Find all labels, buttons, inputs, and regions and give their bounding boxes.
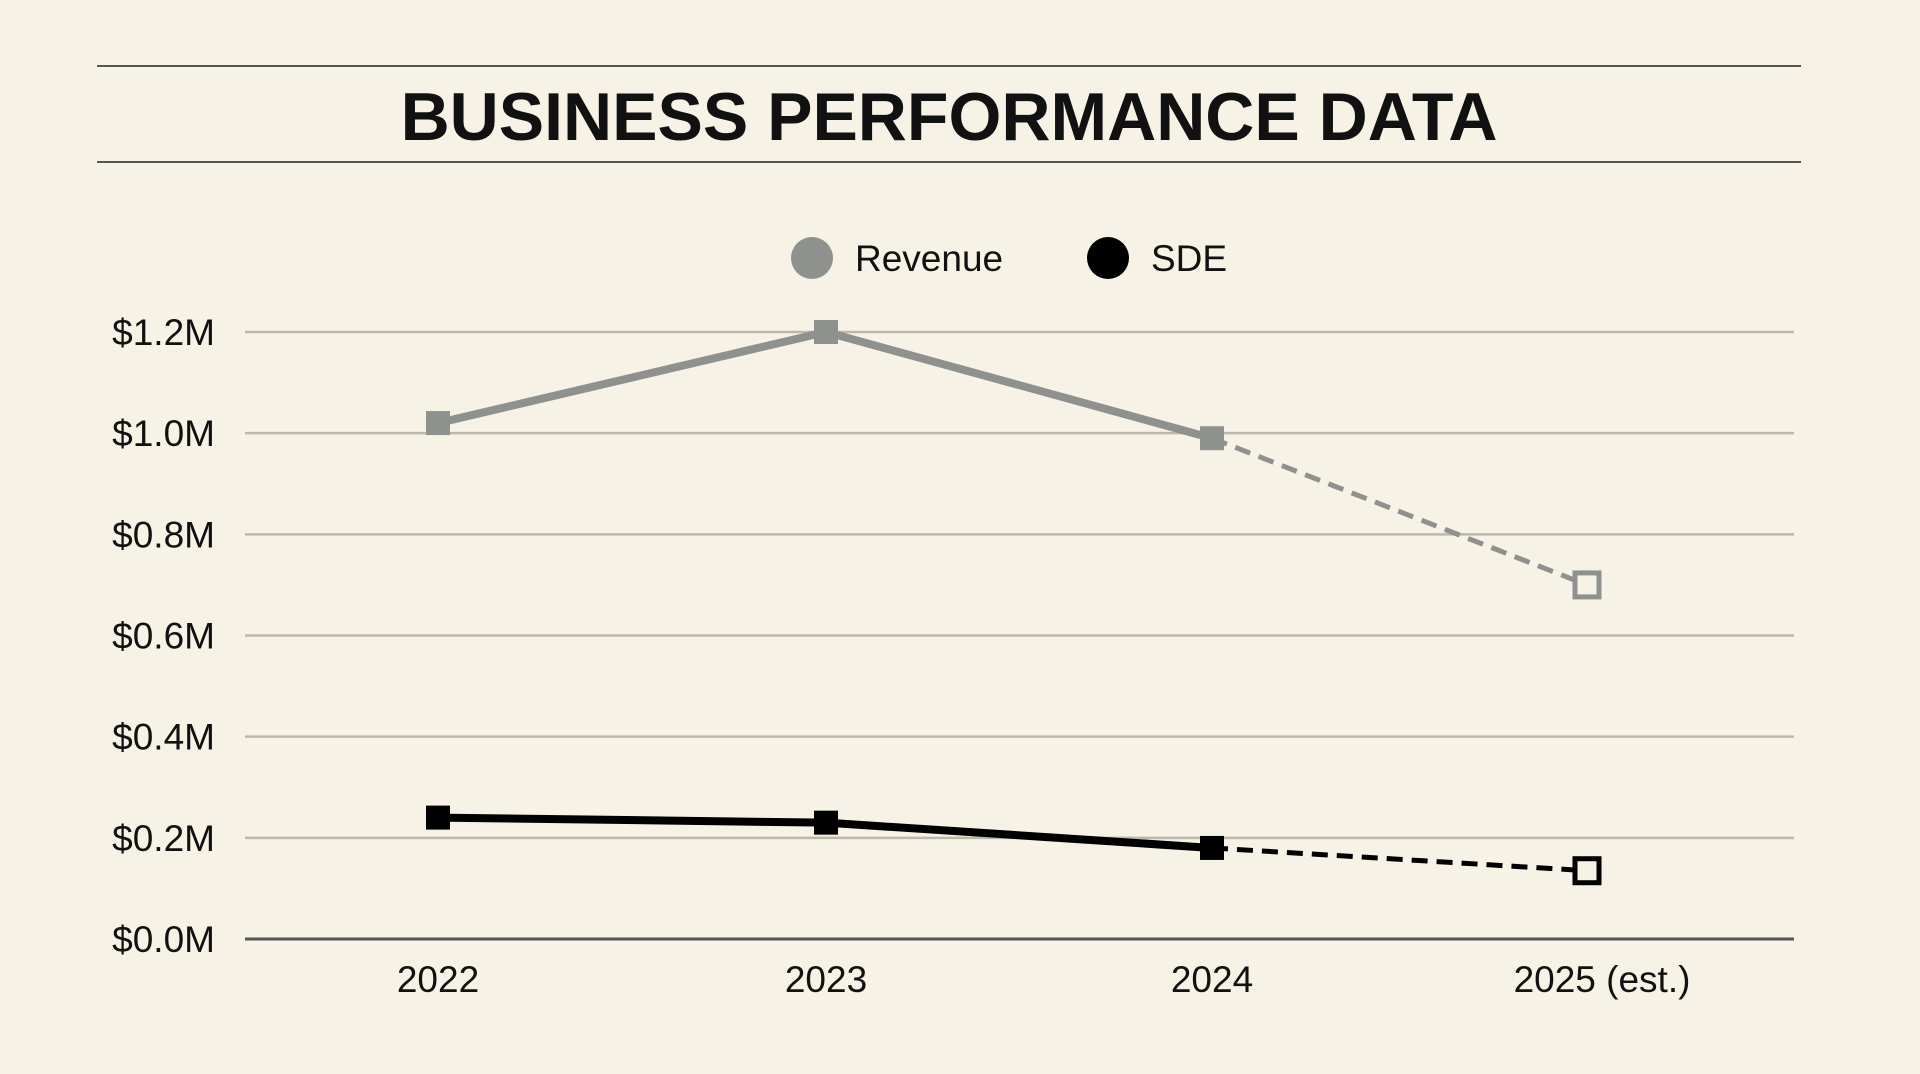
y-tick-label: $1.0M bbox=[112, 413, 215, 454]
series-layer bbox=[426, 320, 1602, 886]
x-axis: 2022 2023 2024 2025 (est.) bbox=[397, 959, 1691, 1000]
data-point bbox=[814, 320, 838, 344]
y-tick-label: $1.2M bbox=[112, 312, 215, 353]
y-tick-label: $0.6M bbox=[112, 616, 215, 657]
x-tick-label: 2022 bbox=[397, 959, 479, 1000]
data-point bbox=[426, 411, 450, 436]
y-tick-label: $0.0M bbox=[112, 919, 215, 960]
y-axis: $0.0M $0.2M $0.4M $0.6M $0.8M $1.0M $1.2M bbox=[112, 312, 215, 960]
chart-title: BUSINESS PERFORMANCE DATA bbox=[401, 79, 1498, 155]
y-tick-label: $0.4M bbox=[112, 717, 215, 758]
y-tick-label: $0.2M bbox=[112, 818, 215, 859]
legend-label-revenue: Revenue bbox=[855, 238, 1003, 279]
y-tick-label: $0.8M bbox=[112, 514, 215, 555]
grid bbox=[245, 330, 1794, 941]
series-line-revenue bbox=[437, 328, 1214, 443]
series-line-estimate-revenue bbox=[1211, 435, 1588, 588]
data-point-estimate bbox=[1572, 856, 1602, 886]
legend-label-sde: SDE bbox=[1151, 238, 1227, 279]
x-tick-label: 2025 (est.) bbox=[1514, 959, 1691, 1000]
data-point bbox=[1200, 426, 1224, 451]
data-point bbox=[814, 810, 838, 835]
legend-marker-revenue bbox=[791, 237, 833, 279]
legend: Revenue SDE bbox=[791, 237, 1227, 279]
x-tick-label: 2023 bbox=[785, 959, 867, 1000]
legend-marker-sde bbox=[1087, 237, 1129, 279]
data-point-estimate bbox=[1572, 570, 1602, 600]
x-tick-label: 2024 bbox=[1171, 959, 1253, 1000]
data-point bbox=[1200, 835, 1224, 860]
series-line-estimate-sde bbox=[1211, 845, 1588, 874]
data-point bbox=[426, 805, 450, 830]
